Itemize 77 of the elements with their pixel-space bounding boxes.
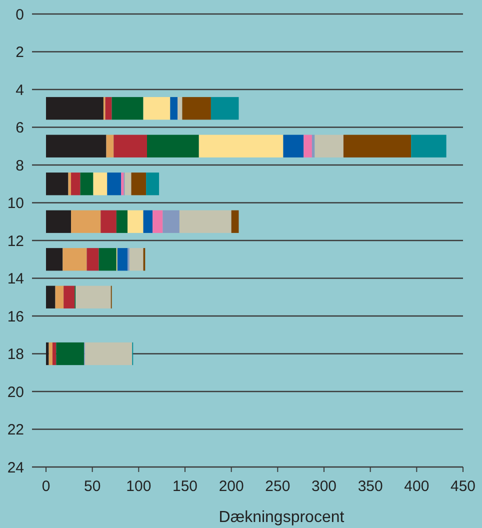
x-tick-label: 300	[311, 478, 337, 495]
bar	[46, 134, 106, 158]
bar	[46, 248, 63, 271]
x-tick-label: 150	[172, 478, 198, 495]
bar	[106, 134, 114, 158]
bar	[343, 134, 412, 158]
bar	[62, 248, 87, 271]
x-tick-label: 250	[265, 478, 290, 495]
bar	[84, 342, 132, 366]
bar	[182, 97, 211, 120]
x-tick-label: 450	[450, 478, 476, 495]
bar	[147, 134, 199, 158]
bar	[48, 342, 52, 366]
y-tick-label: 6	[16, 120, 24, 136]
bar	[179, 210, 232, 233]
bar	[170, 97, 178, 120]
x-tick-label: 400	[404, 478, 430, 495]
bar	[55, 286, 64, 308]
bar	[80, 172, 94, 196]
bar	[98, 248, 116, 271]
bar	[46, 342, 49, 366]
y-tick-label: 20	[7, 384, 24, 401]
y-tick-label: 0	[16, 6, 24, 24]
bar	[117, 248, 128, 271]
bar	[68, 172, 72, 196]
bar	[112, 97, 144, 120]
bar	[129, 248, 144, 271]
bar	[178, 97, 182, 120]
y-tick-label: 24	[7, 459, 24, 476]
bar	[152, 210, 163, 233]
bar	[231, 210, 239, 233]
y-tick-label: 22	[7, 422, 24, 438]
y-tick-label: 10	[7, 195, 24, 212]
bar	[411, 134, 446, 158]
bar	[76, 286, 111, 308]
bar	[46, 286, 56, 308]
bar	[314, 134, 344, 158]
bar	[304, 134, 312, 158]
bar	[56, 342, 84, 366]
x-tick-label: 350	[358, 478, 383, 495]
bar	[46, 172, 68, 196]
bar	[210, 97, 239, 120]
y-tick-label: 12	[7, 232, 24, 250]
bar	[146, 172, 160, 196]
bar	[162, 210, 180, 233]
bar	[46, 97, 104, 120]
x-tick-label: 200	[218, 478, 244, 495]
bar	[93, 172, 108, 196]
bar	[52, 342, 56, 366]
x-axis-title: Dækningsprocent	[218, 509, 345, 526]
bar	[143, 97, 170, 120]
bar	[124, 172, 132, 196]
bar	[283, 134, 304, 158]
x-tick-label: 0	[42, 478, 50, 495]
bar	[198, 134, 284, 158]
y-tick-label: 16	[7, 308, 24, 326]
bar	[64, 286, 75, 308]
bar	[86, 248, 99, 271]
bar	[71, 210, 101, 233]
bar	[107, 172, 122, 196]
bar	[100, 210, 116, 233]
bar	[131, 172, 146, 196]
bar	[46, 210, 72, 233]
bar	[105, 97, 112, 120]
y-tick-label: 4	[16, 82, 24, 99]
bar	[121, 172, 124, 196]
bar	[71, 172, 80, 196]
bar	[114, 134, 148, 158]
x-tick-label: 100	[126, 478, 152, 495]
y-tick-label: 14	[7, 270, 24, 288]
y-tick-label: 2	[16, 44, 24, 61]
bar	[128, 210, 144, 233]
bar	[143, 210, 153, 233]
x-tick-label: 50	[84, 478, 101, 495]
bar	[116, 210, 128, 233]
y-tick-label: 18	[7, 346, 24, 363]
y-tick-label: 8	[16, 157, 24, 174]
